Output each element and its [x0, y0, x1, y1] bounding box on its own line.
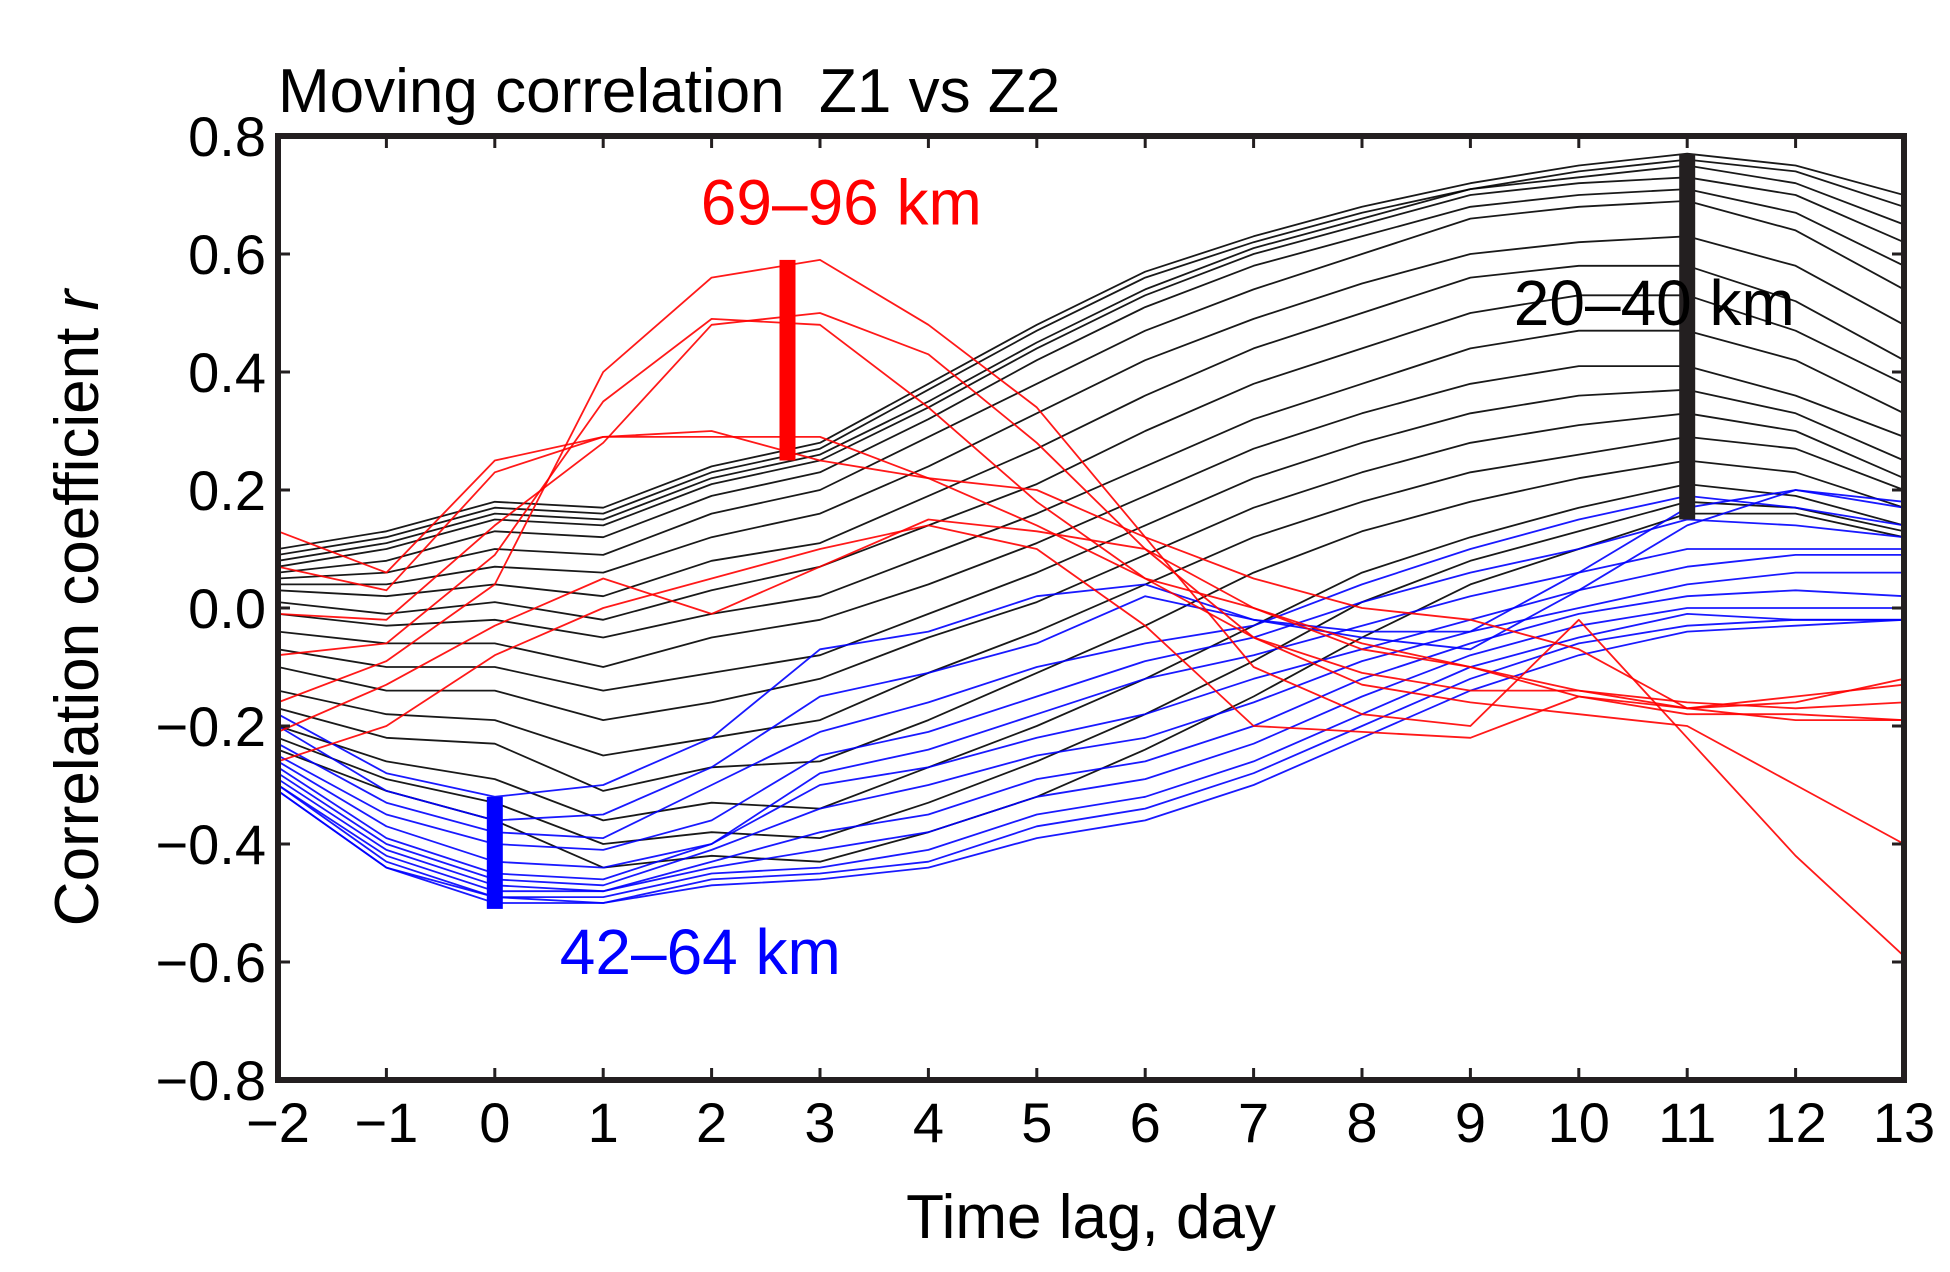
series-line — [278, 518, 1904, 851]
series-line — [278, 199, 1904, 580]
x-tick-label: 6 — [1130, 1091, 1161, 1154]
series-annotation: 20–40 km — [1514, 267, 1795, 339]
series-line — [278, 459, 1904, 792]
x-tick-label: 0 — [479, 1091, 510, 1154]
y-tick-label: −0.2 — [155, 695, 266, 758]
series-line — [278, 524, 1904, 763]
series-line — [278, 554, 1904, 881]
y-axis-title-italic: r — [43, 287, 112, 310]
x-tick-label: 2 — [696, 1091, 727, 1154]
series-layer — [278, 152, 1904, 957]
series-line — [278, 235, 1904, 586]
series-line — [278, 618, 1904, 904]
range-bar — [1679, 153, 1696, 520]
series-line — [278, 494, 1904, 839]
x-tick-label: −1 — [354, 1091, 418, 1154]
series-line — [278, 613, 1904, 898]
plot-frame — [275, 133, 1907, 1083]
series-line — [278, 176, 1904, 568]
series-line — [278, 152, 1904, 550]
series-line — [278, 435, 1904, 757]
series-line — [278, 618, 1904, 904]
series-line — [278, 607, 1904, 893]
series-line — [278, 158, 1904, 556]
series-line — [278, 264, 1904, 598]
series-line — [278, 388, 1904, 692]
series-line — [278, 589, 1904, 893]
x-tick-label: 10 — [1548, 1091, 1610, 1154]
range-bar — [779, 259, 796, 461]
y-tick-label: 0.2 — [188, 459, 266, 522]
series-group-1 — [278, 489, 1904, 904]
series-group-0 — [278, 152, 1904, 869]
x-tick-label: 13 — [1873, 1091, 1935, 1154]
x-tick-label: 3 — [804, 1091, 835, 1154]
series-annotation: 42–64 km — [560, 916, 841, 988]
series-line — [278, 430, 1904, 710]
y-tick-label: −0.8 — [155, 1049, 266, 1112]
series-line — [278, 483, 1904, 822]
x-tick-label: 12 — [1764, 1091, 1826, 1154]
x-axis-title: Time lag, day — [906, 1183, 1276, 1252]
series-line — [278, 571, 1904, 887]
series-line — [278, 412, 1904, 721]
series-line — [278, 512, 1904, 869]
y-tick-label: −0.6 — [155, 931, 266, 994]
x-tick-label: 5 — [1021, 1091, 1052, 1154]
series-line — [278, 548, 1904, 869]
y-tick-label: 0.0 — [188, 577, 266, 640]
x-tick-label: 7 — [1238, 1091, 1269, 1154]
chart-title: Moving correlation Z1 vs Z2 — [278, 57, 1060, 126]
y-tick-label: −0.4 — [155, 813, 266, 876]
series-line — [278, 489, 1904, 822]
annotations: 69–96 km 42–64 km 20–40 km — [560, 167, 1795, 988]
series-line — [278, 365, 1904, 668]
x-tick-label: 8 — [1346, 1091, 1377, 1154]
y-tick-label: 0.8 — [188, 105, 266, 168]
series-line — [278, 317, 1904, 845]
y-tick-label: 0.6 — [188, 223, 266, 286]
series-line — [278, 518, 1904, 733]
y-tick-label: 0.4 — [188, 341, 266, 404]
series-line — [278, 329, 1904, 639]
x-tick-label: −2 — [246, 1091, 310, 1154]
series-line — [278, 188, 1904, 574]
y-axis-title: Correlation coefficient r — [43, 287, 112, 926]
series-line — [278, 500, 1904, 845]
series-line — [278, 294, 1904, 621]
series-line — [278, 164, 1904, 562]
range-bar — [486, 796, 503, 909]
series-line — [278, 312, 1904, 721]
series-annotation: 69–96 km — [701, 167, 982, 239]
y-axis-title-main: Correlation coefficient — [43, 310, 112, 926]
axis-ticks: −2 −1 0 1 2 3 4 5 6 7 8 9 10 11 12 130.80.60.40.20.0−0.… — [155, 105, 1935, 1154]
series-line — [278, 258, 1904, 957]
range-bars — [486, 153, 1696, 909]
x-tick-label: 9 — [1455, 1091, 1486, 1154]
x-tick-label: 1 — [588, 1091, 619, 1154]
series-line — [278, 489, 1904, 798]
x-tick-label: 11 — [1658, 1091, 1716, 1154]
x-tick-label: 4 — [913, 1091, 944, 1154]
series-group-2 — [278, 258, 1904, 957]
